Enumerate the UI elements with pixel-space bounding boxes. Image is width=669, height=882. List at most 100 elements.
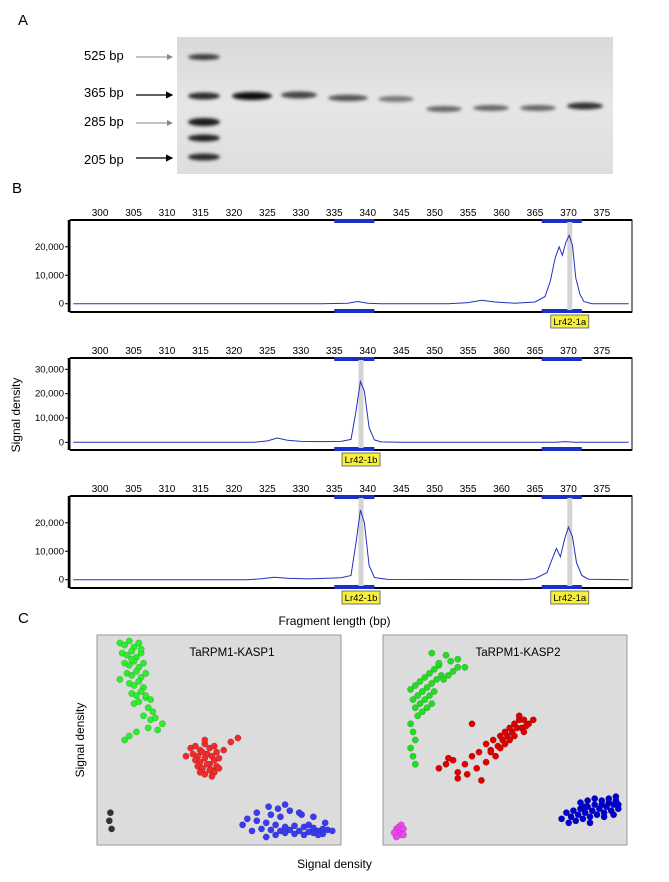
genotype-point (123, 651, 131, 659)
genotype-point (515, 712, 523, 720)
genotype-point (461, 663, 469, 671)
genotype-point (106, 809, 114, 817)
genotype-point (215, 754, 223, 762)
genotype-point (423, 684, 431, 691)
x-tick-label: 375 (594, 346, 611, 357)
ladder-label-525: 525 bp (84, 48, 124, 63)
scatter-title: TaRPM1-KASP1 (189, 647, 274, 659)
genotype-point (598, 797, 606, 805)
genotype-point (151, 714, 159, 722)
genotype-point (496, 744, 504, 752)
genotype-point (444, 671, 452, 679)
genotype-point (584, 797, 592, 805)
x-tick-label: 355 (460, 484, 477, 495)
x-tick-label: 315 (192, 484, 209, 495)
genotype-point (291, 830, 298, 838)
x-tick-label: 345 (393, 484, 410, 495)
genotype-point (411, 682, 419, 689)
genotype-point (128, 655, 136, 663)
genotype-point (154, 726, 162, 734)
genotype-point (411, 736, 419, 744)
genotype-point (482, 758, 490, 766)
bin-bar-top (541, 495, 582, 499)
electropherogram-2: 300 305 310 315 320 325 330 335 340 345 350 355 360 3… (35, 346, 633, 467)
electropherogram-panel: 300 305 310 315 320 325 330 335 340 345 350 355 360 3… (35, 208, 633, 605)
x-tick-label: 375 (594, 484, 611, 495)
genotype-point (248, 827, 256, 835)
genotype-point (201, 736, 209, 744)
genotype-point (473, 764, 481, 772)
genotype-point (213, 748, 221, 756)
genotype-point (135, 698, 143, 706)
genotype-point (586, 819, 594, 827)
genotype-point (461, 760, 469, 768)
x-tick-label: 305 (125, 484, 142, 495)
genotype-point (390, 829, 398, 837)
genotype-point (454, 663, 462, 671)
x-tick-label: 360 (493, 346, 510, 357)
genotype-point (108, 825, 116, 833)
genotype-point (423, 704, 431, 712)
genotype-point (603, 803, 610, 811)
genotype-point (210, 742, 218, 750)
x-tick-label: 320 (226, 484, 243, 495)
x-tick-label: 300 (92, 346, 109, 357)
panel-b-xlabel: Fragment length (bp) (278, 614, 391, 628)
genotype-point (454, 768, 462, 776)
genotype-point (442, 651, 450, 659)
x-tick-label: 300 (92, 484, 109, 495)
genotype-point (562, 809, 570, 817)
genotype-point (135, 639, 143, 647)
genotype-point (522, 722, 530, 730)
plot-frame (69, 357, 633, 451)
bin-bar-bottom (541, 309, 582, 313)
genotype-point (125, 661, 133, 669)
genotype-point (421, 696, 429, 704)
signal-trace (73, 509, 629, 581)
peak-label: Lr42-1a (553, 593, 586, 604)
x-tick-label: 310 (159, 208, 176, 219)
genotype-point (300, 831, 308, 839)
genotype-point (591, 795, 599, 803)
x-tick-label: 330 (292, 346, 309, 357)
bin-bar-top (334, 357, 375, 361)
ladder-label-285: 285 bp (84, 114, 124, 129)
x-tick-label: 340 (359, 484, 376, 495)
genotype-point (203, 760, 211, 768)
x-tick-label: 335 (326, 484, 343, 495)
genotype-point (262, 819, 270, 827)
genotype-point (267, 826, 275, 834)
genotype-point (463, 770, 471, 778)
x-tick-label: 365 (527, 346, 544, 357)
x-tick-label: 310 (159, 346, 176, 357)
genotype-point (208, 772, 216, 780)
genotype-point (411, 760, 419, 768)
x-tick-label: 320 (226, 346, 243, 357)
genotype-point (258, 825, 265, 833)
genotype-point (144, 704, 152, 712)
genotype-point (428, 679, 436, 687)
panel-b-letter: B (12, 180, 23, 197)
signal-trace (73, 379, 629, 443)
genotype-point (234, 734, 242, 742)
genotype-point (105, 817, 113, 825)
genotype-point (520, 728, 528, 736)
x-tick-label: 340 (359, 208, 376, 219)
x-tick-label: 360 (493, 208, 510, 219)
ladder-label-205: 205 bp (84, 152, 124, 167)
genotype-point (125, 732, 133, 740)
genotype-point (520, 716, 528, 724)
panel-c-letter: C (18, 610, 29, 627)
x-tick-label: 300 (92, 208, 109, 219)
genotype-point (409, 696, 417, 704)
gel-bands (188, 54, 603, 161)
genotype-point (137, 645, 145, 653)
genotype-point (409, 728, 417, 736)
genotype-point (407, 744, 415, 752)
genotype-point (267, 811, 275, 819)
panel-b-xlabel-wrap: Fragment length (bp) (0, 614, 669, 628)
y-tick-label: 0 (59, 575, 64, 586)
genotype-point (243, 815, 251, 823)
ladder-label-365: 365 bp (84, 85, 124, 100)
y-tick-label: 20,000 (35, 242, 64, 253)
